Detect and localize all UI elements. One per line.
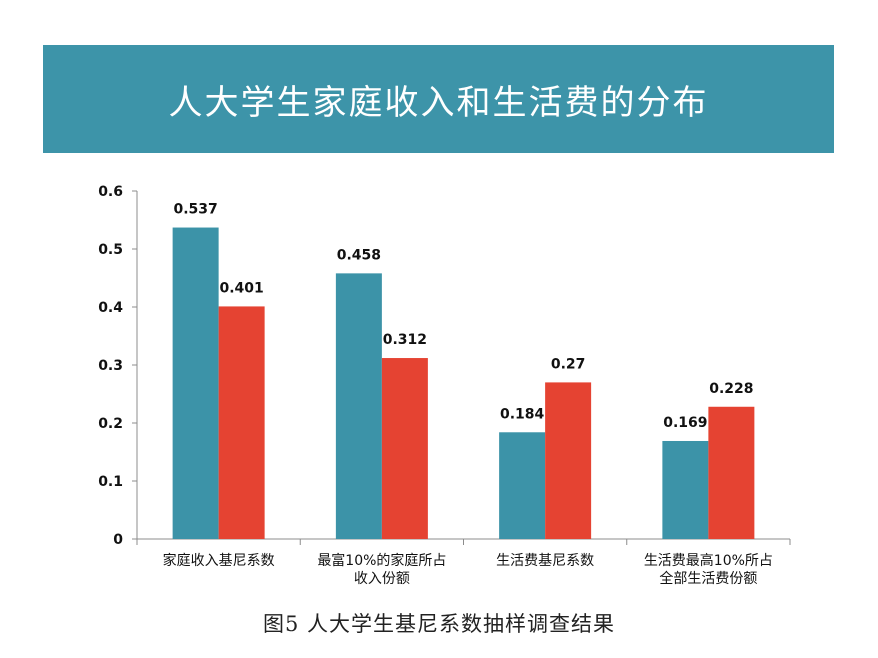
x-category-label: 生活费最高10%所占 xyxy=(644,552,773,569)
y-tick-label: 0.4 xyxy=(98,300,123,316)
figure-caption: 图5 人大学生基尼系数抽样调查结果 xyxy=(262,612,616,636)
data-label: 0.458 xyxy=(337,247,381,263)
data-label: 0.169 xyxy=(663,415,707,431)
data-label: 0.537 xyxy=(173,202,217,218)
bar xyxy=(218,306,265,539)
data-label: 0.312 xyxy=(383,332,427,348)
title-banner: 人大学生家庭收入和生活费的分布 xyxy=(43,45,834,153)
y-tick-label: 0.5 xyxy=(98,242,123,258)
bar xyxy=(662,440,709,539)
x-category-label: 家庭收入基尼系数 xyxy=(163,552,275,569)
bar xyxy=(172,227,219,540)
banner-title: 人大学生家庭收入和生活费的分布 xyxy=(168,82,709,123)
x-category-label: 全部生活费份额 xyxy=(659,570,757,587)
x-category-label: 最富10%的家庭所占 xyxy=(317,552,446,569)
bar xyxy=(381,358,428,539)
bar xyxy=(499,432,546,539)
x-category-label: 生活费基尼系数 xyxy=(496,552,594,569)
y-tick-label: 0.3 xyxy=(98,358,123,374)
y-tick-label: 0 xyxy=(113,532,123,548)
bar xyxy=(545,382,592,539)
x-category-label: 收入份额 xyxy=(354,571,410,587)
bar-chart: 0 0.1 0.2 0.3 0.4 0.5 0.6 0.537 0.401 家庭收入基尼系数 0.4… xyxy=(98,184,791,587)
bar xyxy=(708,406,755,539)
data-label: 0.184 xyxy=(500,406,545,422)
data-label: 0.401 xyxy=(219,280,263,296)
y-tick-label: 0.1 xyxy=(98,474,123,490)
data-label: 0.228 xyxy=(709,381,753,397)
bar xyxy=(335,273,382,539)
y-tick-label: 0.2 xyxy=(98,416,123,432)
y-tick-label: 0.6 xyxy=(98,184,123,200)
data-label: 0.27 xyxy=(551,356,586,372)
